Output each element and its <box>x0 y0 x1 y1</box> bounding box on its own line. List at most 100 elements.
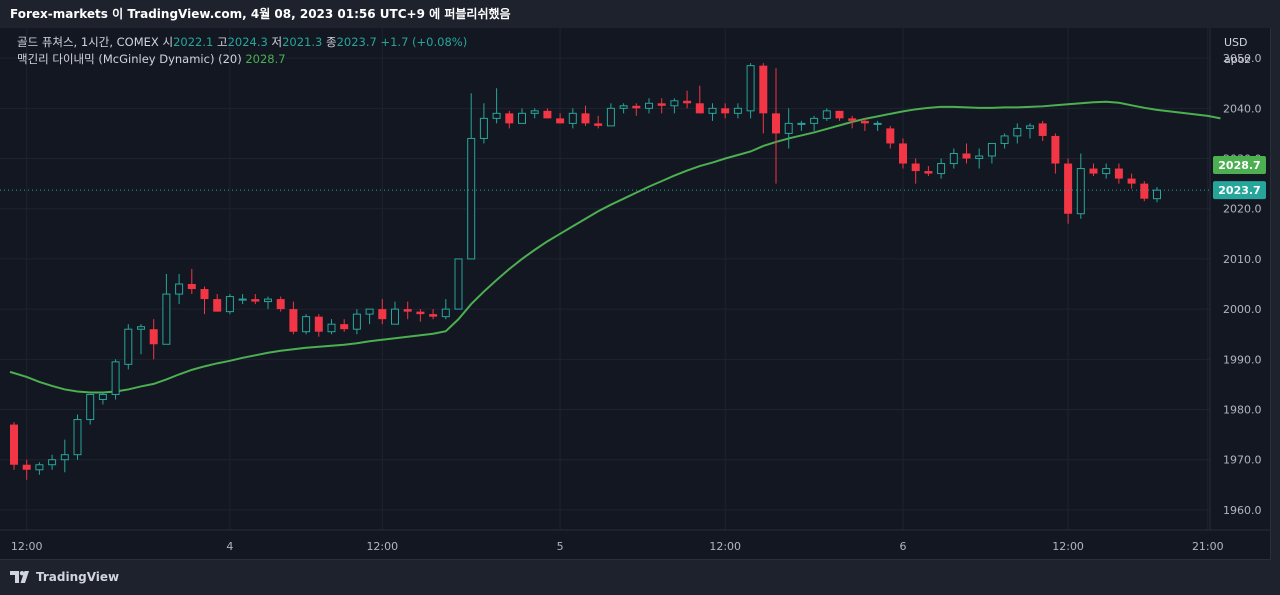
candle[interactable] <box>873 120 882 131</box>
candle[interactable] <box>378 299 387 325</box>
candle[interactable] <box>327 319 336 335</box>
candle[interactable] <box>949 148 958 169</box>
candle[interactable] <box>1102 163 1111 179</box>
candle[interactable] <box>606 103 615 127</box>
candle[interactable] <box>683 90 692 109</box>
candle[interactable] <box>860 118 869 131</box>
candle[interactable] <box>302 314 311 335</box>
candle[interactable] <box>543 108 552 119</box>
candle[interactable] <box>238 294 247 305</box>
candle[interactable] <box>454 258 463 310</box>
candle[interactable] <box>594 115 603 129</box>
candle[interactable] <box>1000 133 1009 149</box>
candle[interactable] <box>352 309 361 335</box>
candle[interactable] <box>60 439 69 473</box>
candle[interactable] <box>772 68 780 184</box>
candle[interactable] <box>835 110 844 121</box>
candle-body <box>695 103 704 114</box>
candle[interactable] <box>251 294 260 305</box>
candle[interactable] <box>314 314 323 337</box>
candle-body <box>441 308 450 318</box>
candle[interactable] <box>924 166 933 177</box>
candle[interactable] <box>645 98 653 114</box>
candle[interactable] <box>822 108 831 121</box>
candle[interactable] <box>98 391 107 405</box>
candle[interactable] <box>568 108 577 129</box>
candle[interactable] <box>505 110 514 129</box>
candle[interactable] <box>1013 123 1022 144</box>
candle[interactable] <box>632 103 641 116</box>
candle[interactable] <box>1051 133 1060 174</box>
candle[interactable] <box>1089 163 1098 177</box>
candle[interactable] <box>149 319 158 360</box>
candle[interactable] <box>276 296 285 312</box>
candle[interactable] <box>733 103 742 119</box>
candle[interactable] <box>911 158 920 184</box>
candle[interactable] <box>797 120 806 131</box>
candle[interactable] <box>1140 181 1149 202</box>
candle[interactable] <box>746 63 755 119</box>
candle[interactable] <box>289 301 298 335</box>
candle[interactable] <box>467 93 476 260</box>
candle[interactable] <box>225 294 234 315</box>
candle[interactable] <box>1038 120 1047 141</box>
candle[interactable] <box>848 115 857 129</box>
candle[interactable] <box>810 115 819 131</box>
candle[interactable] <box>759 63 768 134</box>
candle[interactable] <box>708 103 717 121</box>
candle[interactable] <box>35 462 44 475</box>
candle[interactable] <box>429 309 438 320</box>
currency-label[interactable]: USD apoz <box>1224 34 1250 68</box>
candle[interactable] <box>619 103 628 114</box>
candle[interactable] <box>22 459 31 480</box>
candle[interactable] <box>492 88 501 124</box>
candle[interactable] <box>48 454 57 470</box>
candle[interactable] <box>340 319 349 332</box>
candle[interactable] <box>213 294 222 312</box>
candle[interactable] <box>784 108 793 149</box>
candle[interactable] <box>975 148 984 169</box>
candle[interactable] <box>1114 163 1123 184</box>
candle[interactable] <box>403 301 412 320</box>
candle[interactable] <box>162 273 171 345</box>
candle[interactable] <box>670 98 679 114</box>
indicator-price-tag[interactable]: 2028.7 <box>1213 156 1266 175</box>
candle[interactable] <box>1026 123 1034 139</box>
candle[interactable] <box>137 324 145 355</box>
candle[interactable] <box>10 422 18 470</box>
candle[interactable] <box>695 85 704 114</box>
candle[interactable] <box>264 296 272 310</box>
candle[interactable] <box>721 103 730 119</box>
candle[interactable] <box>73 414 82 460</box>
candle[interactable] <box>518 108 526 124</box>
candle[interactable] <box>899 138 907 169</box>
candle[interactable] <box>479 103 488 144</box>
candle[interactable] <box>365 308 374 325</box>
candle[interactable] <box>111 359 120 400</box>
candle-body <box>391 308 399 325</box>
candle[interactable] <box>441 299 450 320</box>
candle[interactable] <box>937 158 946 179</box>
candle[interactable] <box>200 286 209 315</box>
candle[interactable] <box>1064 158 1073 224</box>
tradingview-footer[interactable]: TradingView <box>10 565 119 589</box>
candle[interactable] <box>987 142 996 164</box>
candle[interactable] <box>124 324 133 370</box>
candle[interactable] <box>86 393 95 425</box>
candle[interactable] <box>1127 173 1136 189</box>
candle[interactable] <box>391 301 399 325</box>
candle[interactable] <box>962 143 971 164</box>
candle[interactable] <box>1076 153 1085 219</box>
candle[interactable] <box>1153 187 1161 203</box>
candle[interactable] <box>187 268 196 295</box>
chart-frame[interactable] <box>0 28 1271 560</box>
candle[interactable] <box>416 309 425 322</box>
candle[interactable] <box>175 273 184 305</box>
candle[interactable] <box>530 108 539 119</box>
candle[interactable] <box>657 98 666 114</box>
last-price-tag[interactable]: 2023.7 <box>1213 181 1266 200</box>
candle[interactable] <box>886 125 895 149</box>
candle[interactable] <box>581 105 590 126</box>
candle[interactable] <box>556 113 565 124</box>
